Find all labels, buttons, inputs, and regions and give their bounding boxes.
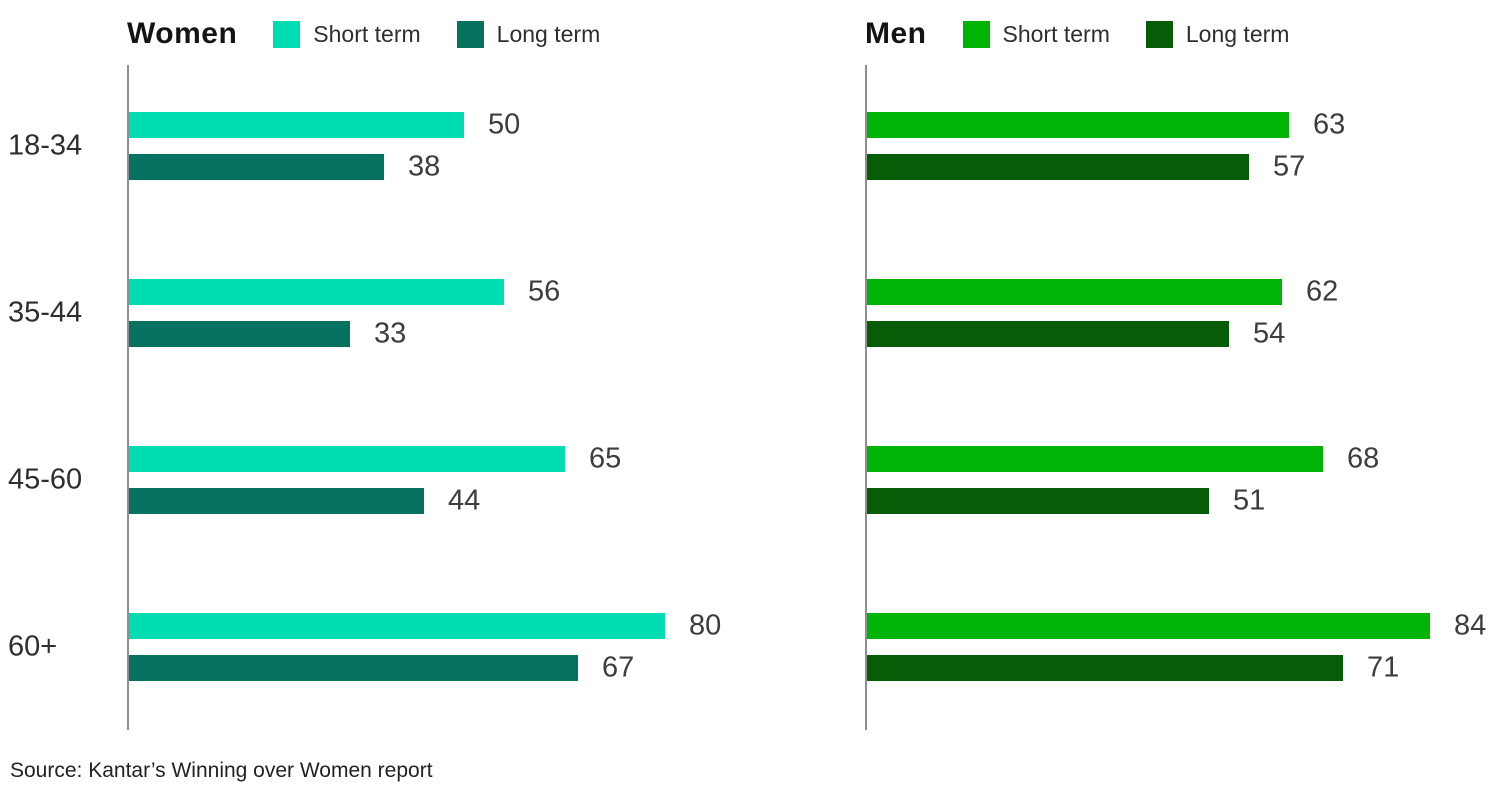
bar-women-60+-long-term bbox=[129, 655, 578, 681]
bar-value-label: 33 bbox=[374, 317, 407, 350]
legend-swatch-icon bbox=[456, 20, 484, 48]
category-label: 45-60 bbox=[8, 463, 83, 496]
bar-value-label: 50 bbox=[488, 108, 521, 141]
bar-value-label: 67 bbox=[602, 651, 635, 684]
bar-women-35-44-short-term bbox=[129, 279, 504, 305]
legend-label: Short term bbox=[313, 20, 421, 47]
legend-item-women-0: Short term bbox=[273, 20, 421, 48]
legend-swatch-icon bbox=[962, 20, 990, 48]
legend-item-men-0: Short term bbox=[962, 20, 1110, 48]
legend-item-men-1: Long term bbox=[1145, 20, 1290, 48]
bar-value-label: 62 bbox=[1306, 275, 1339, 308]
bar-value-label: 63 bbox=[1313, 108, 1346, 141]
y-axis-line-men bbox=[865, 65, 867, 730]
bar-men-60+-long-term bbox=[867, 655, 1343, 681]
bar-value-label: 68 bbox=[1347, 442, 1380, 475]
legend-label: Long term bbox=[1185, 20, 1290, 47]
source-note: Source: Kantar’s Winning over Women repo… bbox=[10, 759, 433, 782]
bar-value-label: 71 bbox=[1367, 651, 1400, 684]
bar-value-label: 51 bbox=[1233, 484, 1266, 517]
bar-value-label: 38 bbox=[408, 150, 441, 183]
panel-header-women: Women Short term Long term bbox=[127, 12, 600, 56]
bar-women-18-34-short-term bbox=[129, 112, 464, 138]
bar-men-18-34-long-term bbox=[867, 154, 1249, 180]
bar-women-18-34-long-term bbox=[129, 154, 384, 180]
bar-men-60+-short-term bbox=[867, 613, 1430, 639]
legend-label: Long term bbox=[496, 20, 601, 47]
bar-value-label: 57 bbox=[1273, 150, 1306, 183]
panel-header-men: Men Short term Long term bbox=[865, 12, 1289, 56]
bar-men-45-60-short-term bbox=[867, 446, 1323, 472]
bar-value-label: 56 bbox=[528, 275, 561, 308]
bar-value-label: 84 bbox=[1454, 609, 1487, 642]
bar-value-label: 44 bbox=[448, 484, 481, 517]
legend-item-women-1: Long term bbox=[456, 20, 601, 48]
bar-men-45-60-long-term bbox=[867, 488, 1209, 514]
bar-women-45-60-short-term bbox=[129, 446, 565, 472]
y-axis-line-women bbox=[127, 65, 129, 730]
bar-women-60+-short-term bbox=[129, 613, 665, 639]
bar-women-35-44-long-term bbox=[129, 321, 350, 347]
category-label: 60+ bbox=[8, 630, 58, 663]
legend-swatch-icon bbox=[1145, 20, 1173, 48]
bar-men-35-44-long-term bbox=[867, 321, 1229, 347]
bar-value-label: 80 bbox=[689, 609, 722, 642]
bar-value-label: 54 bbox=[1253, 317, 1286, 350]
category-label: 35-44 bbox=[8, 296, 83, 329]
panel-title-men: Men bbox=[865, 17, 927, 50]
bar-value-label: 65 bbox=[589, 442, 622, 475]
legend-swatch-icon bbox=[273, 20, 301, 48]
bar-men-18-34-short-term bbox=[867, 112, 1289, 138]
panel-title-women: Women bbox=[127, 17, 238, 50]
bar-men-35-44-short-term bbox=[867, 279, 1282, 305]
category-label: 18-34 bbox=[8, 129, 83, 162]
bar-women-45-60-long-term bbox=[129, 488, 424, 514]
legend-label: Short term bbox=[1002, 20, 1110, 47]
